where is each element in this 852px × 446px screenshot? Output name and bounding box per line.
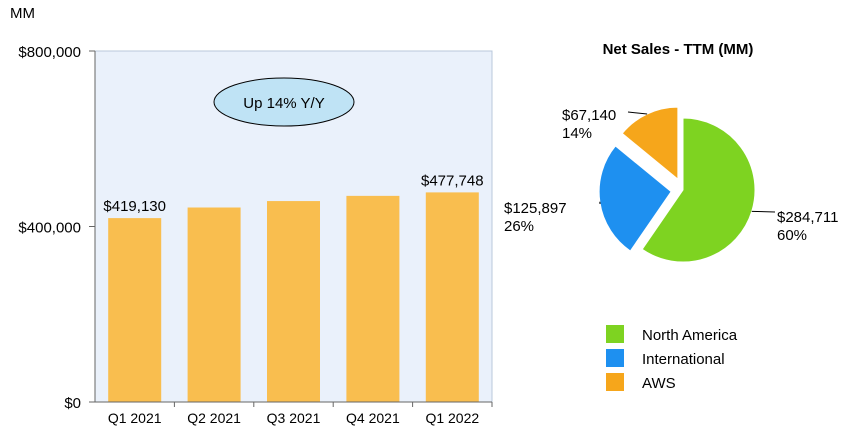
y-tick-label: $0 — [64, 395, 81, 412]
y-axis: $0 $400,000 $800,000 — [18, 44, 96, 412]
pie-leader-line — [627, 111, 648, 115]
growth-annotation: Up 14% Y/Y — [213, 77, 355, 127]
pie-value-label: $67,140 — [562, 107, 616, 124]
legend-swatch — [606, 349, 624, 367]
legend-swatch — [606, 325, 624, 343]
pie-leader-line — [751, 210, 776, 213]
x-tick-label: Q4 2021 — [346, 410, 400, 426]
pie-slice — [641, 117, 756, 263]
pie-percent-label: 14% — [562, 125, 592, 142]
bar-data-label: $477,748 — [421, 172, 484, 189]
bar — [187, 207, 241, 402]
legend-label: AWS — [642, 375, 676, 392]
pie-title: Net Sales - TTM (MM) — [603, 41, 754, 58]
annotation-text: Up 14% Y/Y — [243, 95, 324, 112]
bar — [425, 192, 479, 402]
pie-percent-label: 26% — [504, 218, 534, 235]
pie-slices — [598, 106, 756, 263]
bars — [108, 192, 479, 402]
x-tick-label: Q1 2022 — [425, 410, 479, 426]
y-tick-label: $400,000 — [18, 220, 81, 237]
legend-label: International — [642, 351, 725, 368]
bar-chart: MM $0 $400,000 $800,000 Q1 2021 Q2 2021 Q3 2… — [10, 5, 493, 426]
legend: North America International AWS — [606, 325, 738, 392]
legend-swatch — [606, 373, 624, 391]
pie-value-label: $284,711 — [777, 209, 838, 226]
x-tick-label: Q3 2021 — [267, 410, 321, 426]
bar — [346, 195, 400, 402]
y-tick-label: $800,000 — [18, 44, 81, 61]
bar-data-label: $419,130 — [103, 198, 166, 215]
pie-slice — [621, 106, 679, 181]
pie-value-label: $125,897 — [504, 200, 567, 217]
x-tick-label: Q1 2021 — [108, 410, 162, 426]
pie-slice — [598, 145, 672, 252]
annotation-ellipse — [213, 77, 355, 127]
legend-label: North America — [642, 327, 738, 344]
unit-label: MM — [10, 5, 35, 22]
bar — [267, 201, 320, 402]
bar — [108, 218, 162, 402]
bar-data-labels: $419,130 $477,748 — [103, 172, 483, 215]
x-axis: Q1 2021 Q2 2021 Q3 2021 Q4 2021 Q1 2022 — [95, 401, 493, 426]
pie-percent-label: 60% — [777, 227, 807, 244]
x-tick-label: Q2 2021 — [187, 410, 241, 426]
